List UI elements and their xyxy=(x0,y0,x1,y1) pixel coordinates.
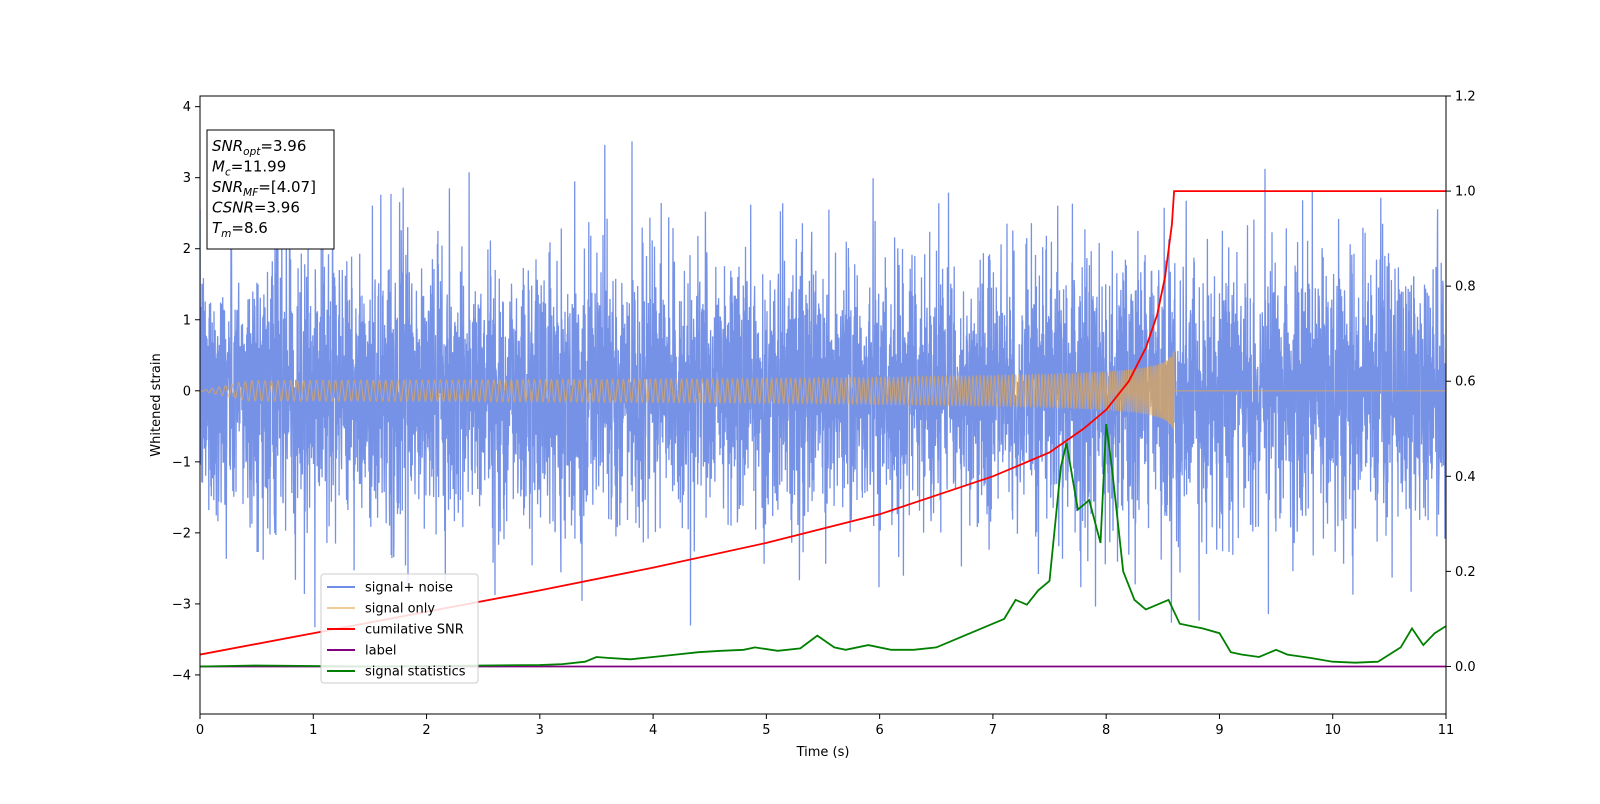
info-box: SNRopt=3.96Mc=11.99SNRMF=[4.07]CSNR=3.96… xyxy=(206,129,335,250)
x-tick-label: 3 xyxy=(536,723,544,738)
y-tick-label: 4 xyxy=(183,100,191,115)
series-signal-statistics-line xyxy=(200,423,1446,668)
x-tick-label: 11 xyxy=(1438,723,1455,738)
x-tick-label: 1 xyxy=(309,723,317,738)
x-tick-label: 9 xyxy=(1215,723,1223,738)
y-tick-label: 1 xyxy=(183,313,191,328)
y-tick-label: 0 xyxy=(183,384,191,399)
y-tick-label: −2 xyxy=(172,526,191,541)
info-box-line: Mc=11.99 xyxy=(212,158,286,179)
legend-label: label xyxy=(365,644,396,659)
info-box-line: CSNR=3.96 xyxy=(212,199,300,217)
x-tick-label: 7 xyxy=(989,723,997,738)
y2-tick-label: 0.6 xyxy=(1455,375,1476,390)
x-tick-label: 4 xyxy=(649,723,657,738)
x-tick-label: 10 xyxy=(1324,723,1341,738)
legend-label: signal only xyxy=(365,602,435,617)
x-tick-label: 5 xyxy=(762,723,770,738)
info-box-line: Tm=8.6 xyxy=(212,219,268,240)
x-tick-label: 6 xyxy=(875,723,883,738)
y-tick-label: −4 xyxy=(172,668,191,683)
axes-layer: 0 1 2 3 4 5 6 7 8 9 10 11 −4 −3 −2 −1 0 1 2 3 4 0.0 0.2 0.4 0.6 0… xyxy=(172,90,1476,739)
y2-tick-label: 1.0 xyxy=(1455,185,1476,200)
legend-label: signal+ noise xyxy=(365,581,453,596)
series-signal-only-line xyxy=(200,350,1446,430)
legend: signal+ noise signal only cumilative SNR la… xyxy=(320,573,479,684)
x-tick-label: 0 xyxy=(196,723,204,738)
y2-tick-label: 0.2 xyxy=(1455,565,1476,580)
x-tick-label: 8 xyxy=(1102,723,1110,738)
x-axis-title: Time (s) xyxy=(796,745,850,760)
y2-tick-label: 1.2 xyxy=(1455,90,1476,105)
y-tick-label: −1 xyxy=(172,455,191,470)
x-tick-label: 2 xyxy=(422,723,430,738)
legend-label: signal statistics xyxy=(365,665,466,680)
y-tick-label: 2 xyxy=(183,242,191,257)
legend-frame xyxy=(320,573,479,684)
y2-tick-label: 0.8 xyxy=(1455,280,1476,295)
y2-tick-label: 0.4 xyxy=(1455,470,1476,485)
info-box-line: SNRopt=3.96 xyxy=(212,137,306,158)
y-axis-title: Whitened strain xyxy=(149,353,164,456)
series-signal-noise-line xyxy=(200,141,1446,628)
series-cumulative-snr-line xyxy=(200,190,1446,656)
y-tick-label: −3 xyxy=(172,597,191,612)
y-tick-label: 3 xyxy=(183,171,191,186)
info-box-frame xyxy=(206,129,335,250)
plot-frame xyxy=(199,95,1447,715)
info-box-line: SNRMF=[4.07] xyxy=(212,178,316,199)
y2-tick-label: 0.0 xyxy=(1455,660,1476,675)
legend-label: cumilative SNR xyxy=(365,623,464,638)
